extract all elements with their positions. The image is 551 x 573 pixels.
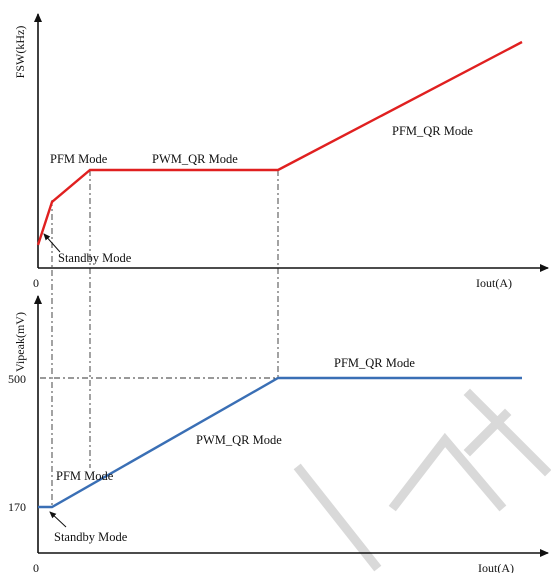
watermark (293, 388, 551, 572)
top-pwm-qr-mode-label: PWM_QR Mode (152, 152, 238, 166)
top-y-axis-label: FSW(kHz) (13, 26, 27, 79)
y-tick-170: 170 (8, 500, 26, 514)
top-standby-mode-label: Standby Mode (58, 251, 132, 265)
top-pfm-mode-label: PFM Mode (50, 152, 108, 166)
bottom-standby-arrow (49, 511, 67, 528)
top-x-axis-label: Iout(A) (476, 276, 512, 290)
bottom-origin-label: 0 (33, 561, 39, 573)
bottom-x-axis-label: Iout(A) (478, 561, 514, 573)
guide-lines (40, 170, 279, 505)
top-standby-arrow (43, 233, 61, 253)
bottom-chart: Vipeak(mV) Iout(A) 0 500 170 PFM_QR Mode… (8, 295, 549, 573)
bottom-y-axis-label: Vipeak(mV) (13, 312, 27, 372)
top-origin-label: 0 (33, 276, 39, 290)
top-chart: FSW(kHz) Iout(A) 0 PFM Mode PWM_QR Mode … (13, 13, 549, 290)
bottom-standby-mode-label: Standby Mode (54, 530, 128, 544)
top-pfm-qr-mode-label: PFM_QR Mode (392, 124, 473, 138)
bottom-pfm-qr-mode-label: PFM_QR Mode (334, 356, 415, 370)
y-tick-500: 500 (8, 372, 26, 386)
bottom-pfm-mode-label: PFM Mode (56, 469, 114, 483)
fsw-curve (36, 40, 523, 246)
vipeak-curve (38, 376, 522, 509)
bottom-pwm-qr-mode-label: PWM_QR Mode (196, 433, 282, 447)
